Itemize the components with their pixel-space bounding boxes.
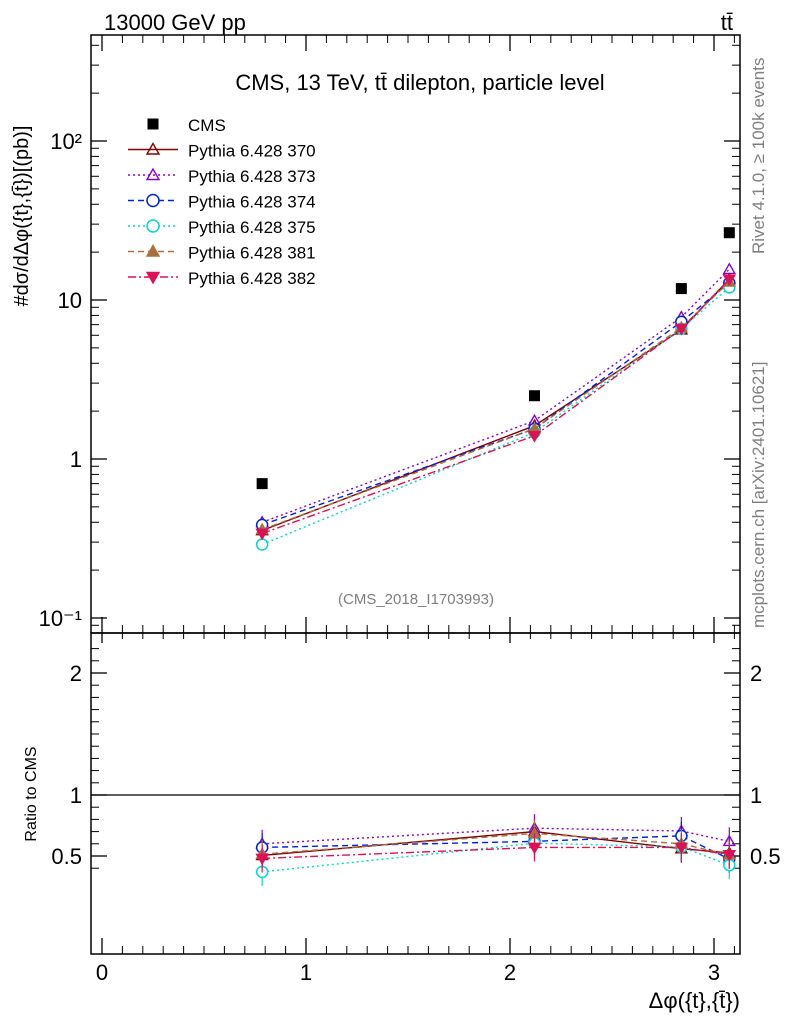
legend-series-3-marker	[146, 193, 160, 208]
x-axis-label: Δφ({t},{t̄})	[649, 988, 740, 1013]
legend-cms-marker	[147, 118, 159, 130]
series-5-line	[261, 281, 730, 531]
cms-data-points	[256, 227, 735, 490]
cms-data-point	[723, 227, 735, 239]
y-tick-label: 10²	[50, 129, 82, 154]
cms-data-point	[528, 390, 540, 402]
ratio-tick-label: 1	[70, 783, 82, 808]
series-6-point	[255, 528, 269, 541]
series-2-point	[722, 262, 737, 275]
series-6-line	[261, 278, 730, 535]
legend-series-5-label: Pythia 6.428 381	[188, 244, 316, 263]
series-6-ratio-point	[527, 842, 542, 855]
series-2-ratio-line	[262, 827, 730, 845]
series-1-line	[261, 278, 730, 532]
series-6-point	[527, 430, 542, 443]
energy-label: 13000 GeV pp	[104, 10, 246, 35]
ratio-tick-label: 2	[70, 661, 82, 686]
x-tick-label: 1	[300, 960, 312, 985]
series-3-line	[261, 282, 730, 526]
ratio-series	[255, 814, 737, 886]
ratio-tick-label-right: 1	[750, 783, 762, 808]
legend-series-1-label: Pythia 6.428 370	[188, 142, 316, 161]
legend-series-1-marker	[145, 142, 161, 155]
ratio-plot-frame	[90, 632, 741, 955]
series-2-line	[261, 268, 730, 523]
axis-ticks: 0 1 2 3 10⁻¹ 1 10 10² 0.5 0.5 1 1 2 2	[39, 35, 781, 985]
rivet-label: Rivet 4.1.0, ≥ 100k events	[749, 58, 768, 254]
x-tick-label: 3	[708, 960, 720, 985]
cms-data-point	[256, 478, 268, 490]
y-tick-label: 10⁻¹	[39, 606, 82, 631]
legend: CMS Pythia 6.428 370 Pythia 6.428 373 Pythi…	[128, 116, 316, 288]
y-tick-label: 10	[58, 288, 82, 313]
legend-series-2-marker	[145, 167, 161, 181]
legend-series-6-marker	[145, 271, 161, 285]
legend-cms-label: CMS	[188, 116, 226, 135]
main-series	[255, 262, 737, 551]
y-axis-label: #dσ/dΔφ({t},{t̄})[(pb)]	[11, 126, 33, 307]
series-6-ratio-point	[255, 853, 269, 866]
series-3-ratio-line	[262, 835, 730, 860]
mcplots-label: mcplots.cern.ch [arXiv:2401.10621]	[749, 362, 768, 628]
legend-series-4-label: Pythia 6.428 375	[188, 218, 316, 237]
series-4-line	[261, 286, 730, 546]
legend-series-5-marker	[145, 244, 161, 257]
series-6-ratio-point	[674, 842, 689, 855]
ratio-tick-label-right: 2	[750, 661, 762, 686]
series-6-ratio-point	[722, 849, 737, 862]
x-tick-label: 2	[504, 960, 516, 985]
cms-data-point	[675, 283, 687, 295]
series-4-point	[255, 538, 269, 551]
x-tick-label: 0	[96, 960, 108, 985]
chart-title: CMS, 13 TeV, tt̄ dilepton, particle leve…	[235, 70, 604, 95]
series-4-ratio-line	[262, 842, 730, 873]
series-5-ratio-line	[262, 832, 730, 856]
series-1-ratio-line	[262, 830, 730, 857]
ratio-tick-label: 0.5	[51, 844, 82, 869]
ratio-y-axis-label: Ratio to CMS	[23, 746, 40, 841]
legend-series-4-marker	[146, 219, 160, 233]
series-6-ratio-line	[262, 846, 730, 860]
y-tick-label: 1	[70, 447, 82, 472]
legend-series-6-label: Pythia 6.428 382	[188, 269, 316, 288]
analysis-id: (CMS_2018_I1703993)	[338, 591, 494, 608]
legend-series-3-label: Pythia 6.428 374	[188, 193, 316, 212]
legend-series-2-label: Pythia 6.428 373	[188, 167, 316, 186]
process-label: tt̄	[721, 10, 733, 35]
series-6-point	[674, 323, 689, 336]
series-6-point	[722, 274, 737, 287]
ratio-tick-label-right: 0.5	[750, 844, 781, 869]
